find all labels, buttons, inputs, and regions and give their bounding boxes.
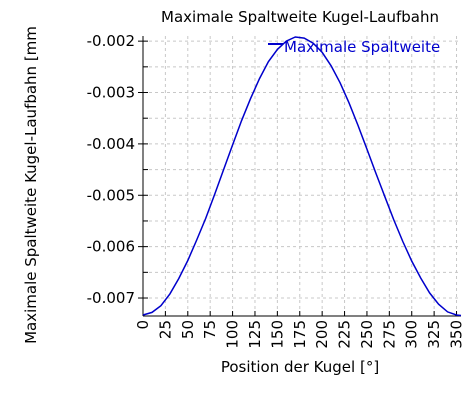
y-tick-label: -0.006 — [87, 238, 135, 256]
x-tick-label: 225 — [336, 320, 354, 349]
y-tick-label: -0.005 — [87, 186, 135, 204]
x-tick-label: 150 — [268, 320, 286, 349]
x-tick-label: 0 — [134, 320, 152, 330]
y-axis-label: Maximale Spaltweite Kugel-Laufbahn [mm — [22, 26, 40, 344]
axes: 0 25 50 75 100 125 150 175 200 225 250 275 300 325 350… — [87, 32, 466, 349]
legend-label: Maximale Spaltweite — [284, 38, 440, 56]
x-tick-label: 100 — [224, 320, 242, 349]
x-tick-label: 125 — [246, 320, 264, 349]
x-tick-label: 350 — [448, 320, 466, 349]
legend: Maximale Spaltweite — [268, 38, 440, 56]
y-tick-label: -0.003 — [87, 84, 135, 102]
x-tick-label: 25 — [156, 320, 174, 339]
x-tick-label: 300 — [403, 320, 421, 349]
x-tick-label: 325 — [425, 320, 443, 349]
grid — [142, 36, 461, 316]
x-tick-label: 50 — [179, 320, 197, 339]
x-tick-label: 275 — [380, 320, 398, 349]
y-tick-label: -0.002 — [87, 32, 135, 50]
x-axis-label: Position der Kugel [°] — [221, 358, 379, 376]
y-tick-label: -0.007 — [87, 289, 135, 307]
y-tick-label: -0.004 — [87, 135, 135, 153]
chart-title: Maximale Spaltweite Kugel-Laufbahn — [161, 8, 439, 26]
x-tick-label: 200 — [313, 320, 331, 349]
x-tick-label: 250 — [358, 320, 376, 349]
series-line — [142, 36, 462, 317]
x-tick-label: 175 — [291, 320, 309, 349]
x-tick-label: 75 — [201, 320, 219, 339]
series-layer — [142, 36, 462, 317]
